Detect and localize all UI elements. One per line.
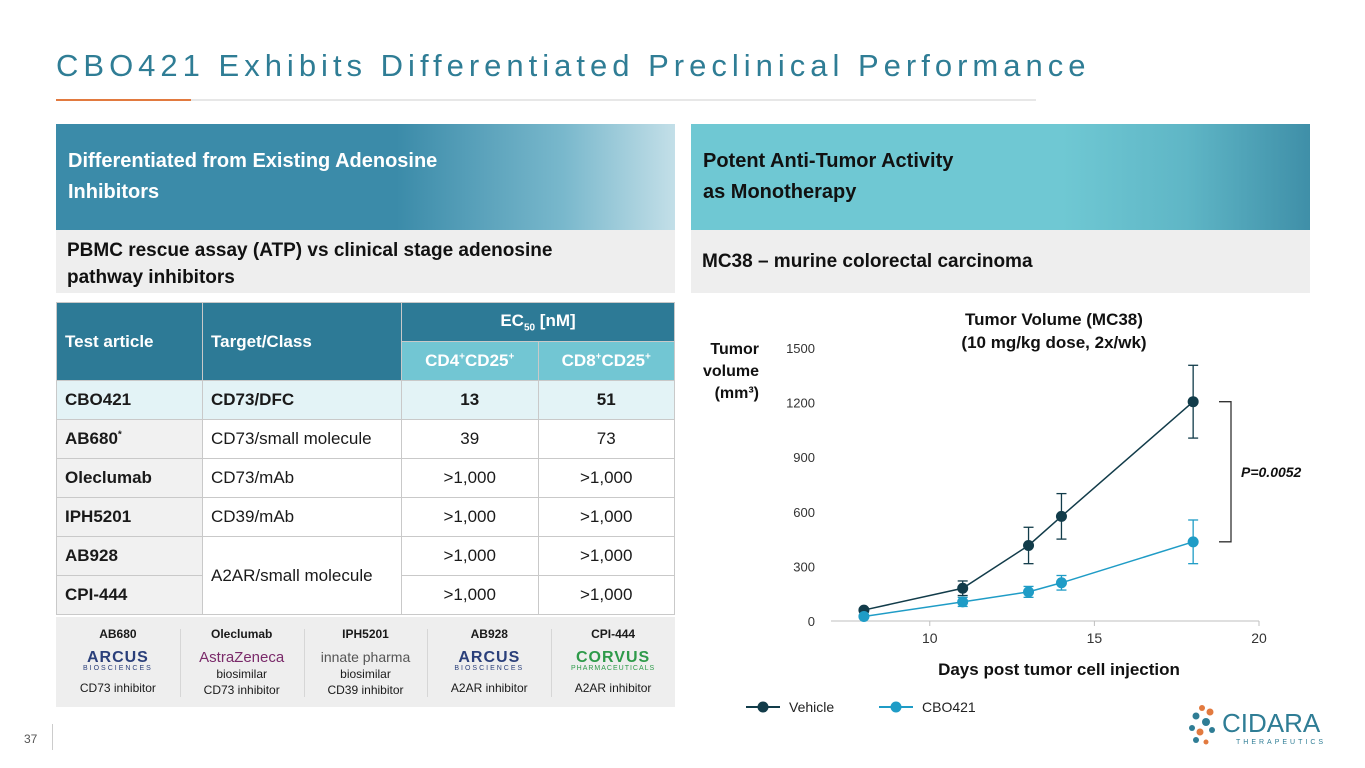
row-cd4: 39 xyxy=(401,419,539,459)
data-point-cbo421 xyxy=(1055,577,1067,589)
right-subtitle: MC38 – murine colorectal carcinoma xyxy=(691,230,1310,293)
y-tick-label: 600 xyxy=(793,505,815,520)
row-name: CPI-444 xyxy=(56,575,203,615)
data-point-vehicle xyxy=(1055,510,1067,522)
legend-label: Vehicle xyxy=(789,699,834,715)
y-axis-label-line3: (mm³) xyxy=(715,385,759,402)
cidara-dots-icon xyxy=(1189,705,1215,745)
tumor-volume-chart: Tumor Volume (MC38) (10 mg/kg dose, 2x/wk… xyxy=(703,310,1302,715)
row-cd8: >1,000 xyxy=(537,458,675,498)
row-cd8: >1,000 xyxy=(537,497,675,537)
data-point-vehicle xyxy=(957,582,969,594)
row-target: CD39/mAb xyxy=(202,497,402,537)
row-name: AB928 xyxy=(56,536,203,576)
row-target: CD73/mAb xyxy=(202,458,402,498)
chart-title-line2: (10 mg/kg dose, 2x/wk) xyxy=(961,333,1146,352)
y-tick-label: 300 xyxy=(793,559,815,574)
row-cd4: 13 xyxy=(401,380,539,420)
y-axis-label-line2: volume xyxy=(703,363,759,380)
x-tick-label: 20 xyxy=(1251,630,1267,646)
cidara-wordmark: CIDARA xyxy=(1222,708,1321,738)
legend-label: CBO421 xyxy=(922,699,976,715)
left-banner: Differentiated from Existing Adenosine I… xyxy=(56,124,675,230)
legend-marker xyxy=(757,701,769,713)
right-banner-line1: Potent Anti-Tumor Activity xyxy=(703,150,954,172)
corvus-logo: CORVUS xyxy=(576,649,651,666)
ec50-table: Test article Target/Class EC50 [nM] CD4+… xyxy=(56,302,675,615)
x-tick-label: 10 xyxy=(922,630,938,646)
astrazeneca-logo: AstraZeneca xyxy=(199,649,285,666)
x-tick-label: 15 xyxy=(1087,630,1103,646)
row-cd4: >1,000 xyxy=(401,575,539,615)
row-target: CD73/DFC xyxy=(202,380,402,420)
row-name: AB680* xyxy=(56,419,203,459)
logo-iph5201: IPH5201 innate pharma biosimilar CD39 in… xyxy=(303,617,428,707)
data-point-cbo421 xyxy=(1023,586,1035,598)
table-row: IPH5201 CD39/mAb >1,000 >1,000 xyxy=(56,497,675,537)
left-subtitle-line2: pathway inhibitors xyxy=(67,267,235,288)
arcus-logo: ARCUS xyxy=(458,649,521,666)
left-subtitle: PBMC rescue assay (ATP) vs clinical stag… xyxy=(56,230,675,293)
footer-divider xyxy=(52,724,53,750)
x-axis-label: Days post tumor cell injection xyxy=(938,660,1180,679)
y-tick-label: 1500 xyxy=(786,341,815,356)
data-point-vehicle xyxy=(1023,539,1035,551)
table-row: AB680* CD73/small molecule 39 73 xyxy=(56,419,675,459)
row-name: CBO421 xyxy=(56,380,203,420)
row-cd4: >1,000 xyxy=(401,536,539,576)
left-banner-line2: Inhibitors xyxy=(68,181,160,203)
data-point-cbo421 xyxy=(957,596,969,608)
header-cd4: CD4+CD25+ xyxy=(401,341,539,381)
table-row: Oleclumab CD73/mAb >1,000 >1,000 xyxy=(56,458,675,498)
right-banner-line2: as Monotherapy xyxy=(703,181,857,203)
row-name: IPH5201 xyxy=(56,497,203,537)
table-row: CPI-444 >1,000 >1,000 xyxy=(56,575,675,615)
logo-ab928: AB928 ARCUS BIOSCIENCES A2AR inhibitor xyxy=(427,617,551,707)
y-tick-label: 0 xyxy=(808,614,815,629)
cidara-logo: CIDARA THERAPEUTICS xyxy=(1189,705,1326,746)
p-value-annotation: P=0.0052 xyxy=(1241,464,1302,480)
y-tick-label: 1200 xyxy=(786,396,815,411)
row-target: CD73/small molecule xyxy=(202,419,402,459)
row-cd8: 51 xyxy=(537,380,675,420)
header-target-class: Target/Class xyxy=(202,302,402,381)
row-cd4: >1,000 xyxy=(401,497,539,537)
row-name: Oleclumab xyxy=(56,458,203,498)
logo-cpi444: CPI-444 CORVUS PHARMACEUTICALS A2AR inhi… xyxy=(551,617,675,707)
arcus-logo: ARCUS xyxy=(86,649,149,666)
left-subtitle-line1: PBMC rescue assay (ATP) vs clinical stag… xyxy=(67,240,553,261)
right-banner: Potent Anti-Tumor Activity as Monotherap… xyxy=(691,124,1310,230)
header-test-article: Test article xyxy=(56,302,203,381)
data-point-cbo421 xyxy=(1187,536,1199,548)
data-point-cbo421 xyxy=(858,610,870,622)
logo-ab680: AB680 ARCUS BIOSCIENCES CD73 inhibitor xyxy=(56,617,180,707)
legend-marker xyxy=(890,701,902,713)
data-point-vehicle xyxy=(1187,396,1199,408)
row-target: A2AR/small molecule xyxy=(202,536,402,615)
header-ec50: EC50 [nM] xyxy=(401,302,675,342)
series-line-vehicle xyxy=(863,401,1194,611)
page-title: CBO421 Exhibits Differentiated Preclinic… xyxy=(56,48,1091,83)
row-cd8: >1,000 xyxy=(537,575,675,615)
row-cd8: >1,000 xyxy=(537,536,675,576)
cidara-subtext: THERAPEUTICS xyxy=(1236,739,1326,746)
row-cd8: 73 xyxy=(537,419,675,459)
y-tick-label: 900 xyxy=(793,450,815,465)
company-logos: AB680 ARCUS BIOSCIENCES CD73 inhibitor O… xyxy=(56,617,675,707)
chart-title-line1: Tumor Volume (MC38) xyxy=(965,310,1143,329)
header-cd8: CD8+CD25+ xyxy=(537,341,675,381)
left-banner-line1: Differentiated from Existing Adenosine xyxy=(68,150,438,172)
title-underline xyxy=(56,99,1036,101)
logo-oleclumab: Oleclumab AstraZeneca biosimilar CD73 in… xyxy=(179,617,304,707)
page-number: 37 xyxy=(24,732,38,746)
innate-pharma-logo: innate pharma xyxy=(320,649,411,665)
significance-bracket xyxy=(1219,401,1232,543)
row-cd4: >1,000 xyxy=(401,458,539,498)
table-row: AB928 A2AR/small molecule >1,000 >1,000 xyxy=(56,536,675,615)
y-axis-label-line1: Tumor xyxy=(710,341,759,358)
table-row: CBO421 CD73/DFC 13 51 xyxy=(56,380,675,420)
